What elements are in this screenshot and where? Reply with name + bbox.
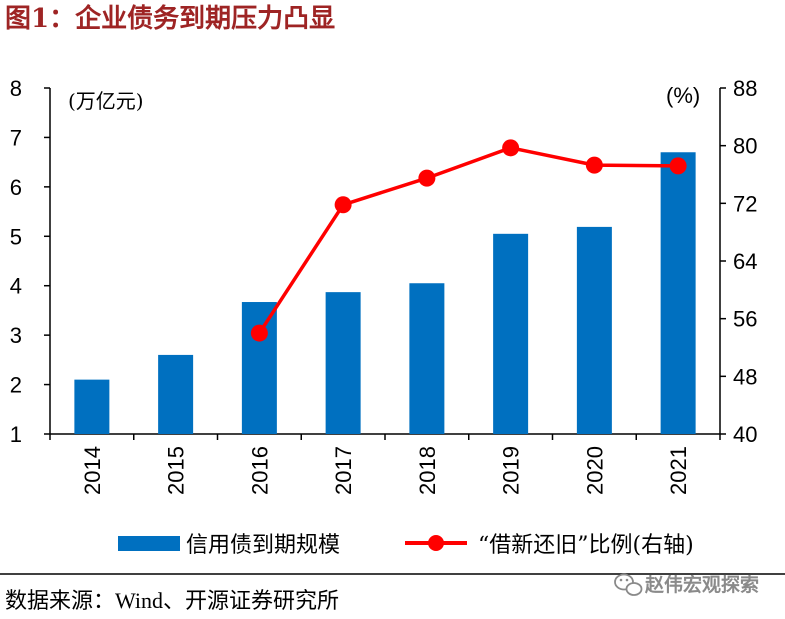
bar-series: [74, 152, 696, 434]
ratio-point: [585, 156, 603, 174]
left-axis-tick-label: 6: [10, 175, 22, 200]
right-axis-tick-label: 48: [733, 364, 757, 389]
right-axis-tick-label: 80: [733, 134, 757, 159]
ratio-point: [250, 324, 268, 342]
wechat-icon: [614, 573, 643, 596]
ratio-line: [257, 146, 679, 335]
x-axis-tick-label: 2017: [331, 446, 356, 495]
right-axis-unit: (%): [666, 83, 700, 108]
bar: [493, 233, 529, 434]
right-axis-tick-label: 64: [733, 249, 757, 274]
left-axis-tick-label: 7: [10, 125, 22, 150]
bar: [158, 354, 194, 434]
x-axis-tick-label: 2015: [164, 446, 189, 495]
data-source: 数据来源：Wind、开源证券研究所: [5, 588, 339, 613]
legend-bar-swatch: [118, 536, 180, 551]
left-axis-unit: (万亿元): [68, 89, 144, 113]
left-axis-tick-label: 8: [10, 76, 22, 101]
bar: [325, 292, 361, 434]
left-axis-tick-label: 1: [10, 422, 22, 447]
legend-line-label: “借新还旧”比例(右轴): [478, 533, 694, 558]
x-axis-tick-label: 2021: [666, 446, 691, 495]
x-axis-tick-label: 2018: [415, 446, 440, 495]
left-axis-tick-label: 3: [10, 323, 22, 348]
bar: [241, 302, 277, 434]
x-axis-tick-label: 2019: [499, 446, 524, 495]
line-series: [250, 139, 687, 342]
x-axis-tick-label: 2016: [247, 446, 272, 495]
x-axis-tick-label: 2014: [80, 446, 105, 495]
bar: [409, 283, 445, 434]
ratio-point: [334, 196, 352, 214]
right-axis-tick-label: 72: [733, 191, 757, 216]
left-axis-tick-label: 5: [10, 224, 22, 249]
right-axis-tick-label: 56: [733, 307, 757, 332]
x-axis-tick-label: 2020: [582, 446, 607, 495]
legend-line-marker: [428, 535, 444, 551]
left-axis-tick-label: 2: [10, 373, 22, 398]
right-axis-tick-label: 40: [733, 422, 757, 447]
page-title: 图1：企业债务到期压力凸显: [5, 4, 336, 34]
ratio-point: [669, 157, 687, 175]
right-axis-tick-label: 88: [733, 76, 757, 101]
left-axis-tick-label: 4: [10, 274, 22, 299]
legend-bar-label: 信用债到期规模: [186, 533, 340, 558]
bar: [74, 379, 110, 434]
bar: [660, 152, 696, 434]
bar: [576, 226, 612, 434]
ratio-point: [418, 169, 436, 187]
ratio-point: [502, 139, 520, 157]
legend: 信用债到期规模 “借新还旧”比例(右轴): [118, 533, 694, 558]
watermark-text: 赵伟宏观探索: [645, 574, 760, 596]
